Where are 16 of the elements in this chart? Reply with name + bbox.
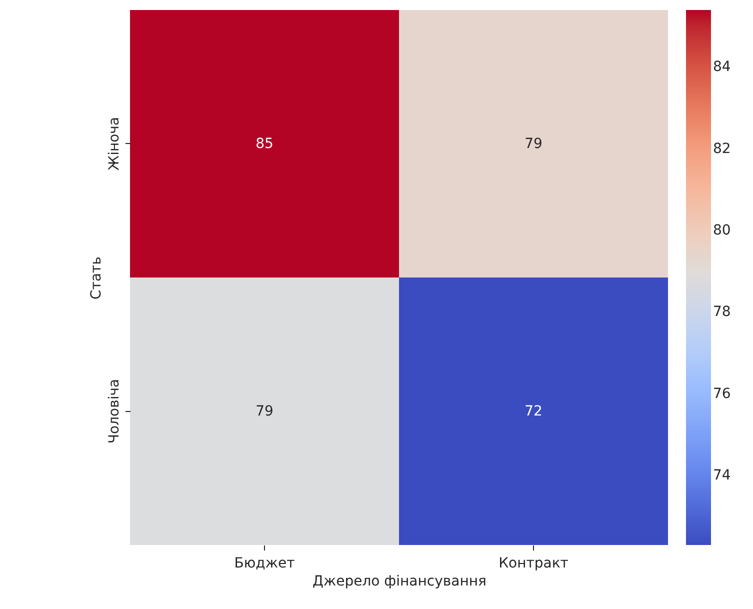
color-bar-label: 78: [713, 304, 731, 320]
color-bar-label: 84: [713, 59, 731, 76]
color-bar-label: 74: [713, 468, 731, 484]
y-axis-title: Стать: [88, 256, 104, 300]
data-label: 85: [256, 136, 274, 152]
x-tick-label: Бюджет: [234, 556, 295, 572]
color-bar-label: 76: [713, 386, 731, 402]
y-tick-label: Жіноча: [106, 116, 122, 171]
y-tick-label: Чоловіча: [106, 378, 122, 444]
color-bar-label: 82: [713, 140, 731, 157]
color-bar-label: 80: [713, 222, 731, 239]
x-tick-label: Контракт: [498, 556, 568, 572]
x-axis-title: Джерело фінансування: [312, 574, 486, 590]
data-label: 79: [524, 136, 542, 152]
data-label: 72: [524, 403, 542, 420]
data-label: 79: [256, 403, 274, 420]
